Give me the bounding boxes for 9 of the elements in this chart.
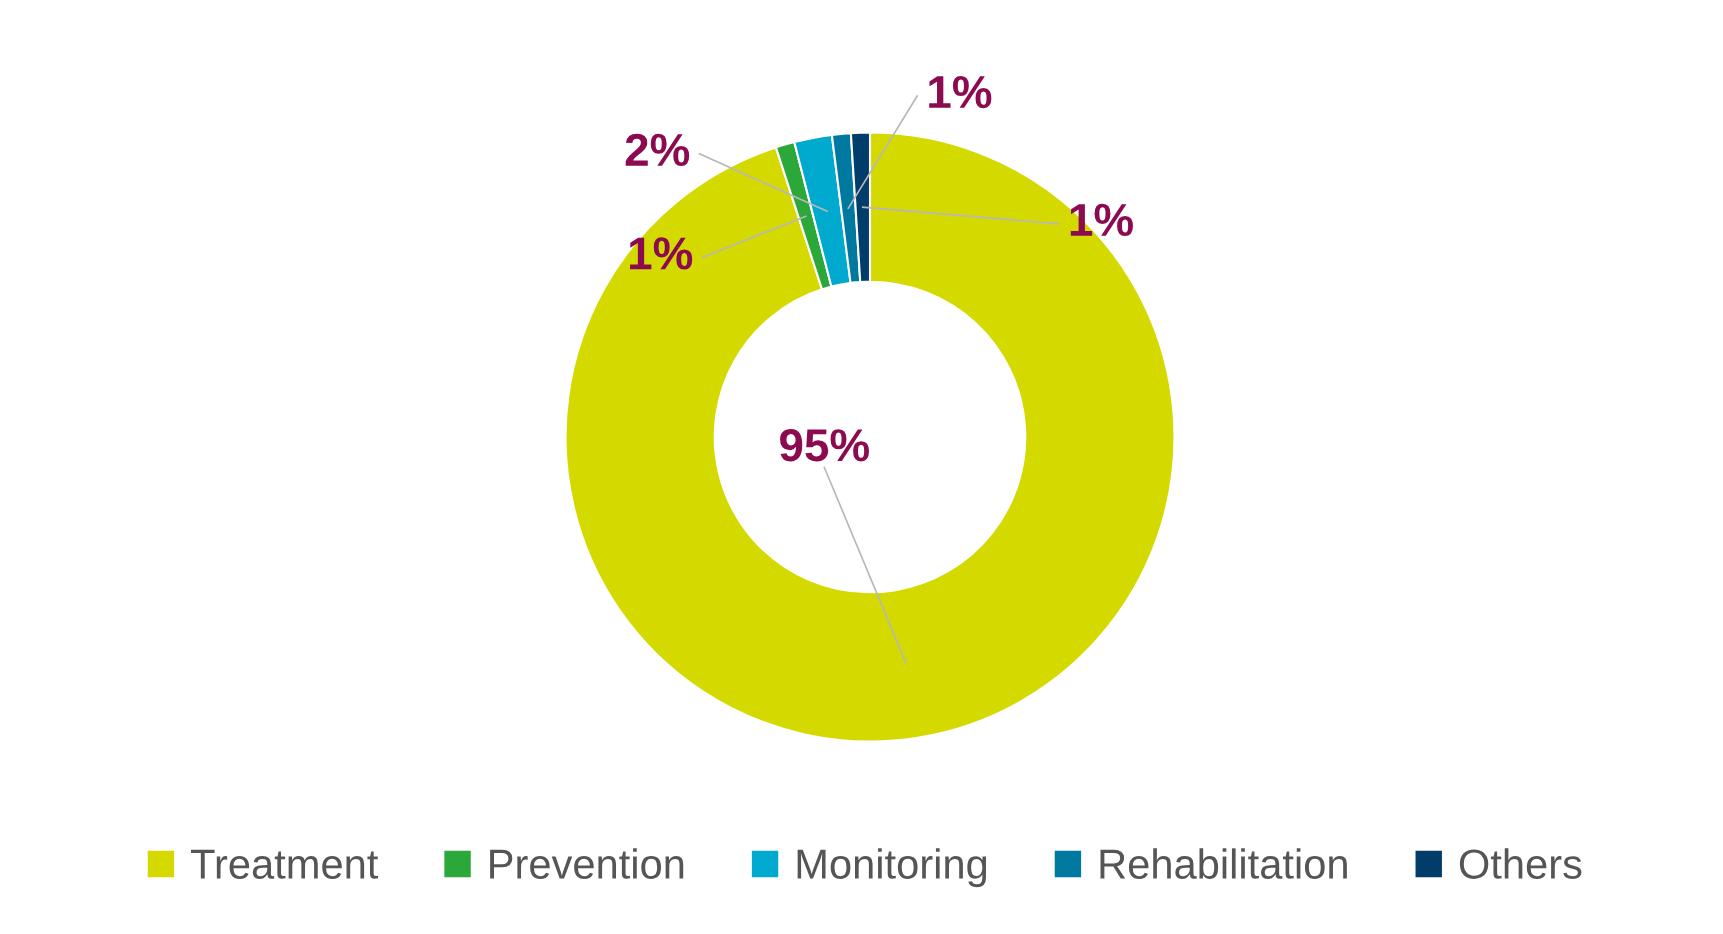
legend-label: Monitoring: [797, 848, 987, 888]
legend-label: Others: [1459, 848, 1582, 879]
legend-label: Rehabilitation: [1100, 848, 1347, 879]
data-label: 2%: [625, 133, 690, 167]
data-label: 95%: [780, 429, 869, 462]
legend-label: Treatment: [191, 849, 379, 879]
data-label: 1%: [630, 237, 693, 270]
data-label: 1%: [929, 75, 992, 109]
legend-label: Prevention: [490, 848, 684, 879]
